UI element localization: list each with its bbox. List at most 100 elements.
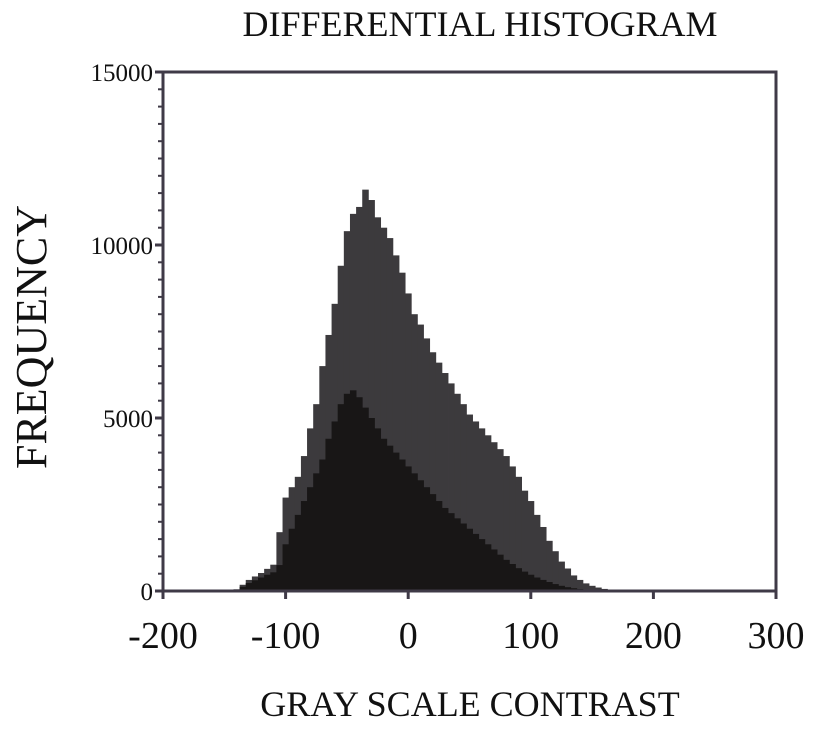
inner-bar	[337, 404, 345, 591]
inner-bar	[435, 501, 443, 591]
inner-bar	[503, 559, 510, 591]
inner-bar	[472, 533, 480, 591]
inner-bar	[276, 565, 283, 591]
inner-bar	[239, 586, 247, 591]
inner-bar	[349, 390, 357, 591]
inner-bar	[282, 544, 290, 591]
outer-bar	[429, 352, 437, 591]
outer-bar	[454, 393, 461, 591]
inner-bar	[343, 393, 351, 591]
outer-bar	[423, 338, 431, 591]
outer-bar	[582, 583, 590, 591]
inner-bar	[313, 473, 320, 591]
inner-bar	[533, 577, 541, 591]
outer-bar	[276, 532, 283, 591]
inner-bar	[423, 487, 431, 591]
inner-bar	[251, 580, 259, 591]
inner-bar	[380, 438, 388, 591]
outer-bar	[448, 383, 455, 591]
outer-bar	[570, 575, 578, 591]
outer-bar	[521, 490, 529, 591]
outer-bar	[509, 466, 516, 591]
inner-bar	[362, 407, 369, 591]
x-tick-label: 100	[502, 615, 559, 657]
inner-bar	[392, 452, 400, 591]
outer-bar	[466, 414, 473, 591]
y-tick-label: 15000	[91, 60, 154, 87]
inner-bar	[386, 445, 394, 591]
inner-bar	[319, 459, 326, 591]
outer-bar	[405, 293, 412, 591]
inner-bar	[515, 568, 522, 591]
x-axis-label: GRAY SCALE CONTRAST	[260, 684, 679, 724]
y-tick-label: 5000	[103, 406, 153, 433]
inner-bar	[356, 397, 363, 591]
outer-bar	[540, 526, 547, 591]
outer-bar	[484, 435, 492, 591]
inner-bar	[368, 418, 375, 591]
inner-bar	[490, 549, 498, 591]
inner-bar	[521, 571, 529, 591]
inner-bar	[448, 513, 455, 591]
inner-bar	[307, 487, 314, 591]
x-tick-label: -200	[128, 615, 198, 657]
inner-bar	[264, 574, 271, 591]
inner-bar	[527, 574, 535, 591]
inner-bar	[558, 585, 565, 591]
outer-bar	[362, 189, 369, 591]
outer-bar	[589, 585, 596, 591]
inner-bar	[484, 544, 492, 591]
outer-bar	[533, 514, 541, 591]
outer-bar	[490, 442, 498, 591]
outer-bar	[564, 568, 572, 591]
x-tick-label: 0	[399, 615, 418, 657]
outer-bar	[399, 272, 406, 591]
inner-bar	[497, 554, 504, 591]
inner-bar	[564, 587, 572, 591]
x-tick-label: 200	[625, 615, 682, 657]
inner-bar	[441, 507, 449, 591]
inner-bar	[429, 494, 437, 591]
inner-bar	[300, 501, 308, 591]
inner-bar	[454, 518, 461, 591]
inner-bar	[270, 572, 277, 591]
outer-bar	[460, 404, 467, 591]
outer-bar	[515, 476, 522, 591]
x-tick-label: -100	[251, 615, 321, 657]
outer-bar	[380, 227, 388, 591]
inner-bar	[417, 480, 424, 591]
outer-bar	[527, 501, 535, 591]
outer-bar	[595, 587, 602, 591]
inner-bar	[258, 577, 265, 591]
histogram-inner-series	[233, 390, 614, 591]
inner-bar	[411, 473, 418, 591]
outer-bar	[576, 579, 584, 591]
y-tick-label: 0	[141, 579, 154, 606]
inner-bar	[509, 564, 516, 591]
y-tick-label: 10000	[91, 233, 154, 260]
outer-bar	[503, 456, 510, 591]
inner-bar	[331, 421, 339, 591]
outer-bar	[497, 449, 504, 591]
outer-bar	[368, 200, 375, 591]
inner-bar	[540, 579, 547, 591]
inner-bar	[460, 523, 467, 591]
chart-title: DIFFERENTIAL HISTOGRAM	[242, 4, 717, 44]
x-tick-label: 300	[748, 615, 805, 657]
inner-bar	[325, 438, 332, 591]
outer-bar	[374, 217, 382, 591]
outer-bar	[411, 314, 418, 591]
y-axis-ticks: 0 5000 10000 15000	[91, 60, 163, 606]
outer-bar	[441, 373, 449, 591]
outer-bar	[392, 255, 400, 591]
inner-bar	[399, 459, 406, 591]
inner-bar	[288, 528, 296, 591]
inner-bar	[466, 528, 473, 591]
outer-bar	[546, 540, 553, 591]
inner-bar	[478, 539, 486, 591]
outer-bar	[472, 421, 480, 591]
outer-bar	[478, 428, 486, 591]
inner-bar	[552, 584, 559, 591]
x-axis-ticks: -200 -100 0 100 200 300	[128, 591, 805, 657]
